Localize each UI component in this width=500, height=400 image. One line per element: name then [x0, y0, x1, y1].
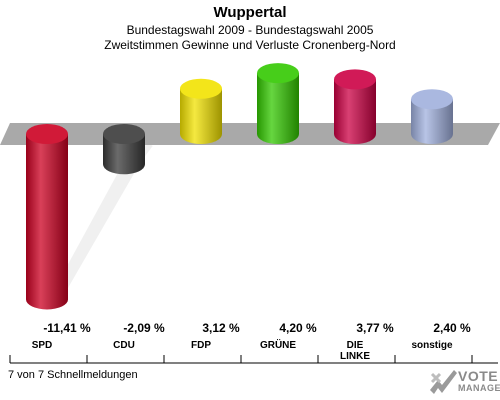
value-label-0: -11,41 %: [43, 321, 91, 335]
value-label-5: 2,40 %: [433, 321, 471, 335]
category-label-3: GRÜNE: [260, 338, 296, 351]
value-label-4: 3,77 %: [356, 321, 394, 335]
logo-text-manager: MANAGER: [458, 383, 500, 393]
value-label-1: -2,09 %: [123, 321, 165, 335]
bar-cdu: [103, 134, 145, 175]
bar-die-linke: [334, 79, 376, 144]
category-label-0: SPD: [32, 340, 53, 351]
bar-cap-3: [257, 63, 299, 84]
category-label-2: FDP: [191, 340, 211, 351]
bar-cap-4: [334, 69, 376, 90]
bar-cap-5: [411, 89, 453, 110]
bar-sonstige: [411, 99, 453, 144]
bar-cap-2: [180, 78, 222, 99]
category-label-5: sonstige: [411, 340, 453, 351]
category-label-1: CDU: [113, 340, 135, 351]
bar-shadow-0: [51, 136, 150, 304]
bar-grüne: [257, 73, 299, 144]
value-label-3: 4,20 %: [279, 321, 317, 335]
bar-spd: [26, 134, 68, 310]
bar-cap-1: [103, 124, 145, 144]
category-label-4-1: LINKE: [340, 351, 370, 362]
chart-subtitle-election: Bundestagswahl 2009 - Bundestagswahl 200…: [126, 23, 374, 37]
bar-fdp: [180, 88, 222, 144]
vote-manager-logo-icon: [430, 370, 457, 394]
chart-subtitle-district: Zweitstimmen Gewinne und Verluste Cronen…: [104, 38, 396, 52]
chart-title: Wuppertal: [213, 4, 287, 21]
value-label-2: 3,12 %: [202, 321, 240, 335]
logo-text-vote: VOTE: [458, 368, 499, 384]
category-label-4-0: DIE: [347, 340, 364, 351]
report-status: 7 von 7 Schnellmeldungen: [8, 369, 138, 381]
bar-cap-0: [26, 124, 68, 144]
